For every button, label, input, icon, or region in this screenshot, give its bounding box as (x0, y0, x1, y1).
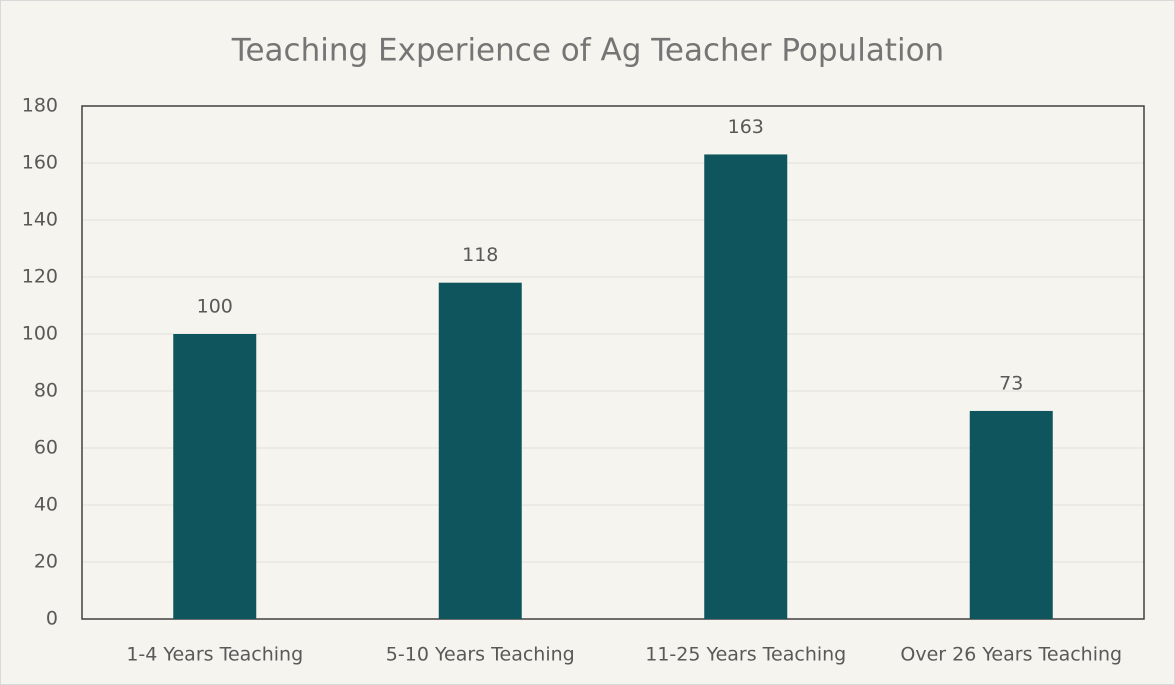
x-tick-label: 11-25 Years Teaching (645, 644, 846, 666)
x-tick-label: Over 26 Years Teaching (900, 644, 1122, 666)
data-label: 100 (197, 296, 233, 318)
y-tick-label: 160 (22, 152, 58, 174)
data-label: 73 (999, 372, 1023, 394)
y-tick-label: 20 (34, 551, 58, 573)
y-tick-label: 100 (22, 323, 58, 345)
y-tick-label: 120 (22, 266, 58, 288)
y-tick-label: 0 (46, 608, 58, 630)
data-label: 118 (462, 244, 498, 266)
y-tick-label: 80 (34, 380, 58, 402)
plot-border (81, 105, 1145, 620)
y-tick-label: 180 (22, 95, 58, 117)
bar (438, 282, 522, 619)
chart-title: Teaching Experience of Ag Teacher Popula… (231, 33, 944, 69)
bar (969, 410, 1053, 619)
y-tick-label: 40 (34, 494, 58, 516)
x-tick-label: 5-10 Years Teaching (386, 644, 575, 666)
x-tick-label: 1-4 Years Teaching (126, 644, 303, 666)
y-tick-label: 140 (22, 209, 58, 231)
data-label: 163 (728, 116, 764, 138)
bar (704, 154, 788, 619)
y-tick-label: 60 (34, 437, 58, 459)
bar (173, 334, 257, 619)
